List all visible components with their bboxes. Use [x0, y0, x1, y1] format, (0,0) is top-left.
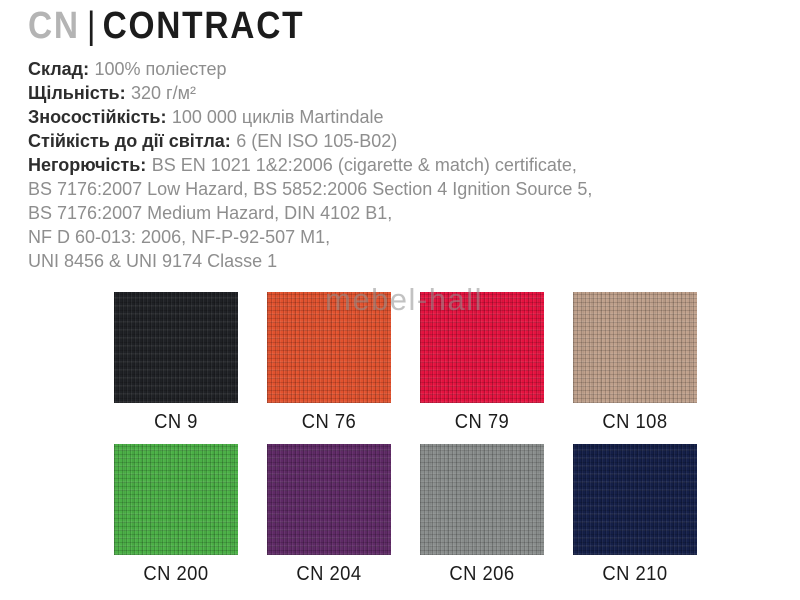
spec-line-fire-cont-2: BS 7176:2007 Medium Hazard, DIN 4102 B1, [28, 201, 592, 225]
swatch-code: CN 204 [296, 563, 362, 585]
swatch-cell: CN 206 [420, 444, 544, 587]
fabric-swatch [573, 292, 697, 403]
swatch-code: CN 206 [449, 563, 515, 585]
fabric-swatch [420, 292, 544, 403]
swatch-code: CN 108 [602, 411, 668, 433]
fabric-swatch [267, 444, 391, 555]
swatch-cell: CN 108 [573, 292, 697, 435]
swatch-code: CN 9 [154, 411, 198, 433]
spec-value: BS 7176:2007 Low Hazard, BS 5852:2006 Se… [28, 179, 593, 199]
spec-value: NF D 60-013: 2006, NF-P-92-507 M1, [28, 227, 331, 247]
spec-label: Негорючість: [28, 155, 147, 175]
swatch-cell: CN 9 [114, 292, 238, 435]
collection-name: CONTRACT [102, 5, 305, 47]
swatch-code: CN 200 [143, 563, 209, 585]
title-separator: | [86, 5, 98, 47]
swatch-cell: CN 210 [573, 444, 697, 587]
fabric-swatch [114, 444, 238, 555]
spec-label: Зносостійкість: [28, 107, 167, 127]
spec-value: BS 7176:2007 Medium Hazard, DIN 4102 B1, [28, 203, 393, 223]
fabric-swatch [114, 292, 238, 403]
swatch-grid: CN 9 CN 76 CN 79 CN 108 CN 200 CN 204 CN… [114, 292, 697, 587]
page-title: CN | CONTRACT [28, 4, 304, 48]
spec-value: 100% поліестер [94, 59, 227, 79]
specs-block: Склад: 100% поліестер Щільність: 320 г/м² … [28, 57, 592, 273]
swatch-cell: CN 76 [267, 292, 391, 435]
spec-value: 320 г/м² [131, 83, 196, 103]
fabric-swatch [420, 444, 544, 555]
spec-value: 100 000 циклів Martindale [171, 107, 384, 127]
spec-line-composition: Склад: 100% поліестер [28, 57, 592, 81]
swatch-cell: CN 200 [114, 444, 238, 587]
collection-code: CN [28, 5, 80, 47]
spec-line-fire-cont-4: UNI 8456 & UNI 9174 Classe 1 [28, 249, 592, 273]
swatch-code: CN 210 [602, 563, 668, 585]
swatch-cell: CN 204 [267, 444, 391, 587]
fabric-swatch [573, 444, 697, 555]
spec-value: 6 (EN ISO 105-B02) [236, 131, 398, 151]
swatch-cell: CN 79 [420, 292, 544, 435]
spec-label: Стійкість до дії світла: [28, 131, 231, 151]
spec-line-lightfastness: Стійкість до дії світла: 6 (EN ISO 105-B0… [28, 129, 592, 153]
spec-line-fire-resistance: Негорючість: BS EN 1021 1&2:2006 (cigaret… [28, 153, 592, 177]
spec-label: Склад: [28, 59, 90, 79]
spec-line-density: Щільність: 320 г/м² [28, 81, 592, 105]
spec-line-abrasion: Зносостійкість: 100 000 циклів Martindale [28, 105, 592, 129]
spec-value: UNI 8456 & UNI 9174 Classe 1 [28, 251, 278, 271]
spec-line-fire-cont-1: BS 7176:2007 Low Hazard, BS 5852:2006 Se… [28, 177, 592, 201]
spec-label: Щільність: [28, 83, 126, 103]
swatch-code: CN 79 [454, 411, 510, 433]
swatch-code: CN 76 [301, 411, 357, 433]
spec-line-fire-cont-3: NF D 60-013: 2006, NF-P-92-507 M1, [28, 225, 592, 249]
fabric-swatch [267, 292, 391, 403]
spec-value: BS EN 1021 1&2:2006 (cigarette & match) … [151, 155, 577, 175]
